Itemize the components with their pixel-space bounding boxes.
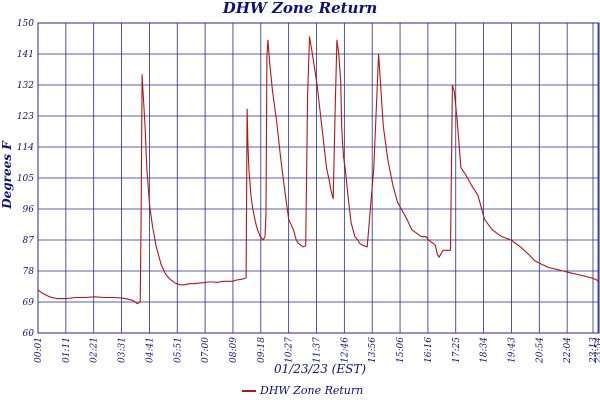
x-tick-label: 18:34: [480, 337, 490, 363]
y-tick-label: 69: [23, 298, 35, 308]
series-line-dhw-zone-return: [37, 36, 599, 305]
x-tick-label: 15:06: [396, 337, 406, 363]
x-tick-label: 00:01: [34, 337, 44, 363]
y-tick-label: 96: [23, 205, 35, 215]
chart-title: DHW Zone Return: [222, 0, 378, 17]
x-tick-label: 22:04: [563, 337, 573, 364]
x-tick-label: 20:54: [535, 337, 545, 364]
x-tick-label: 19:43: [507, 337, 517, 363]
legend-label: DHW Zone Return: [260, 384, 364, 397]
y-tick-label: 105: [17, 174, 34, 184]
legend: DHW Zone Return: [242, 384, 363, 397]
y-tick-label: 87: [23, 236, 35, 246]
x-axis-label: 01/23/23 (EST): [273, 362, 367, 376]
x-tick-label: 02:21: [90, 337, 100, 363]
x-tick-label: 09:18: [257, 337, 267, 363]
x-tick-label: 03:31: [118, 337, 128, 363]
y-tick-label: 141: [17, 50, 34, 60]
x-tick-label: 10:27: [285, 337, 295, 363]
x-tick-label: 11:37: [313, 337, 323, 363]
x-tick-label: 04:41: [145, 337, 155, 363]
y-tick-label: 60: [23, 329, 35, 339]
y-tick-label: 114: [17, 143, 34, 153]
x-tick-label: 17:25: [452, 337, 462, 363]
y-tick-label: 150: [17, 19, 34, 29]
x-tick-label: 23:13: [589, 337, 599, 364]
y-axis-label: Degrees F: [0, 141, 14, 209]
y-tick-label: 123: [17, 112, 34, 122]
x-tick-label: 13:56: [368, 337, 378, 363]
y-tick-label: 132: [17, 81, 34, 91]
x-tick-label: 05:51: [173, 337, 183, 363]
x-tick-label: 08:09: [229, 337, 239, 363]
x-tick-label: 12:46: [340, 337, 350, 363]
legend-swatch: [242, 389, 256, 392]
x-tick-label: 23:54: [594, 337, 600, 364]
x-tick-label: 16:16: [424, 337, 434, 363]
x-tick-label: 07:00: [201, 337, 211, 363]
y-tick-label: 78: [23, 267, 35, 277]
x-tick-label: 01:11: [62, 337, 72, 363]
